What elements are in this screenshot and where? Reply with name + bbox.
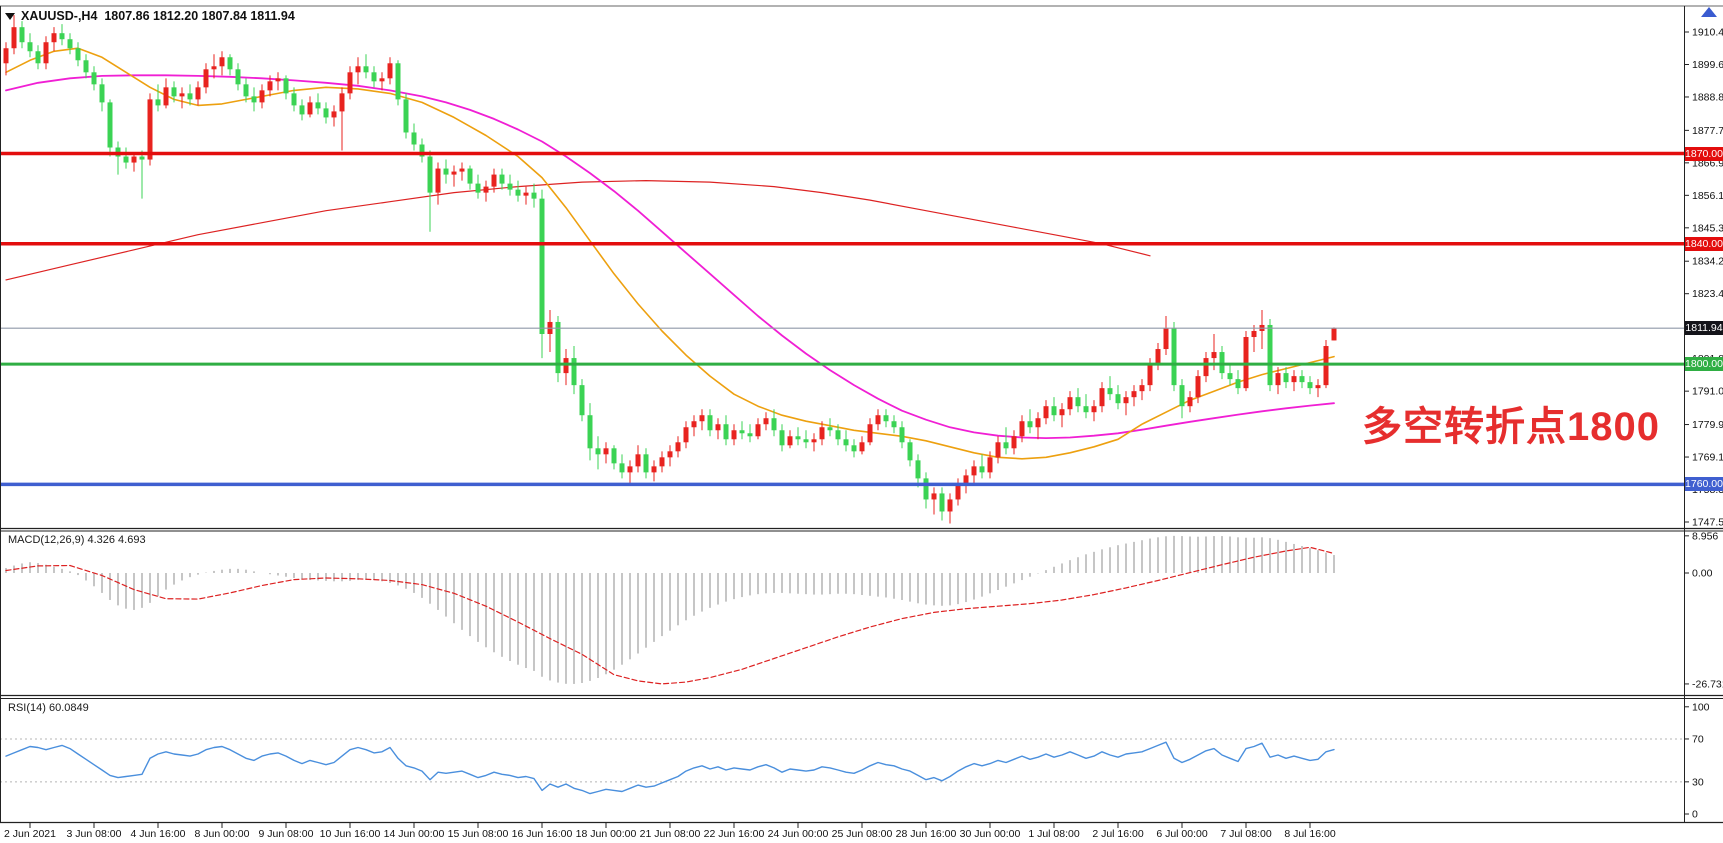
svg-text:30 Jun 00:00: 30 Jun 00:00 (960, 828, 1021, 840)
svg-text:1877.70: 1877.70 (1692, 125, 1723, 137)
price-axis[interactable] (1684, 6, 1723, 823)
time-axis[interactable] (0, 823, 1684, 843)
panel-borders (0, 5, 1723, 824)
scroll-to-end-icon[interactable] (1701, 7, 1717, 17)
svg-text:18 Jun 00:00: 18 Jun 00:00 (576, 828, 637, 840)
svg-text:21 Jun 08:00: 21 Jun 08:00 (640, 828, 701, 840)
macd-layer (5, 535, 1335, 685)
svg-text:1823.40: 1823.40 (1692, 288, 1723, 300)
macd-panel[interactable] (0, 531, 1684, 695)
svg-text:8.956: 8.956 (1692, 530, 1718, 542)
svg-text:100: 100 (1692, 701, 1710, 713)
svg-text:0: 0 (1692, 809, 1698, 821)
svg-text:0.00: 0.00 (1692, 568, 1713, 580)
price-level-badge-1800: 1800.00 (1685, 357, 1723, 372)
svg-text:16 Jun 16:00: 16 Jun 16:00 (512, 828, 573, 840)
ma-fast-line (5, 47, 1335, 460)
chart-title-bar: XAUUSD-,H4 1807.86 1812.20 1807.84 1811.… (5, 9, 295, 23)
svg-text:3 Jun 08:00: 3 Jun 08:00 (67, 828, 122, 840)
svg-text:22 Jun 16:00: 22 Jun 16:00 (704, 828, 765, 840)
svg-text:10 Jun 16:00: 10 Jun 16:00 (320, 828, 381, 840)
svg-text:28 Jun 16:00: 28 Jun 16:00 (896, 828, 957, 840)
macd-indicator-label: MACD(12,26,9) 4.326 4.693 (8, 534, 146, 546)
svg-text:1 Jul 08:00: 1 Jul 08:00 (1028, 828, 1080, 840)
svg-text:-26.731: -26.731 (1692, 678, 1723, 690)
svg-text:8 Jun 00:00: 8 Jun 00:00 (195, 828, 250, 840)
rsi-indicator-label: RSI(14) 60.0849 (8, 702, 89, 714)
price-level-badge-1760: 1760.00 (1685, 477, 1723, 492)
svg-text:8 Jul 16:00: 8 Jul 16:00 (1284, 828, 1336, 840)
symbol-ohlc-title: XAUUSD-,H4 1807.86 1812.20 1807.84 1811.… (21, 9, 295, 23)
svg-text:70: 70 (1692, 733, 1704, 745)
svg-text:1769.10: 1769.10 (1692, 452, 1723, 464)
ma-slow-line (5, 180, 1151, 281)
svg-text:30: 30 (1692, 776, 1704, 788)
annotation-text[interactable]: 多空转折点1800 (1362, 405, 1660, 449)
svg-text:25 Jun 08:00: 25 Jun 08:00 (832, 828, 893, 840)
price-level-badge-1870: 1870.00 (1685, 146, 1723, 161)
svg-text:1845.30: 1845.30 (1692, 222, 1723, 234)
svg-text:2 Jul 16:00: 2 Jul 16:00 (1092, 828, 1144, 840)
svg-text:1899.60: 1899.60 (1692, 59, 1723, 71)
svg-text:1910.40: 1910.40 (1692, 27, 1723, 39)
rsi-line (5, 741, 1335, 795)
svg-text:4 Jun 16:00: 4 Jun 16:00 (131, 828, 186, 840)
svg-text:1888.80: 1888.80 (1692, 91, 1723, 103)
rsi-layer (0, 738, 1684, 795)
rsi-panel[interactable] (0, 699, 1684, 822)
svg-text:24 Jun 00:00: 24 Jun 00:00 (768, 828, 829, 840)
svg-text:7 Jul 08:00: 7 Jul 08:00 (1220, 828, 1272, 840)
time-axis-labels: 2 Jun 2021 3 Jun 08:00 4 Jun 16:00 8 Jun 00… (4, 823, 1336, 840)
current-price-badge: 1811.94 (1685, 321, 1723, 336)
svg-text:1834.20: 1834.20 (1692, 256, 1723, 268)
svg-text:1779.90: 1779.90 (1692, 419, 1723, 431)
price-level-badge-1840: 1840.00 (1685, 236, 1723, 251)
chevron-down-icon[interactable] (5, 12, 15, 20)
svg-text:1856.10: 1856.10 (1692, 190, 1723, 202)
svg-text:14 Jun 00:00: 14 Jun 00:00 (384, 828, 445, 840)
svg-text:6 Jul 00:00: 6 Jul 00:00 (1156, 828, 1208, 840)
macd-signal-line (5, 546, 1335, 685)
svg-text:1747.50: 1747.50 (1692, 517, 1723, 529)
svg-text:1791.00: 1791.00 (1692, 386, 1723, 398)
svg-text:9 Jun 08:00: 9 Jun 08:00 (259, 828, 314, 840)
svg-text:2 Jun 2021: 2 Jun 2021 (4, 828, 56, 840)
level-lines-layer (0, 151, 1684, 487)
svg-text:15 Jun 08:00: 15 Jun 08:00 (448, 828, 509, 840)
